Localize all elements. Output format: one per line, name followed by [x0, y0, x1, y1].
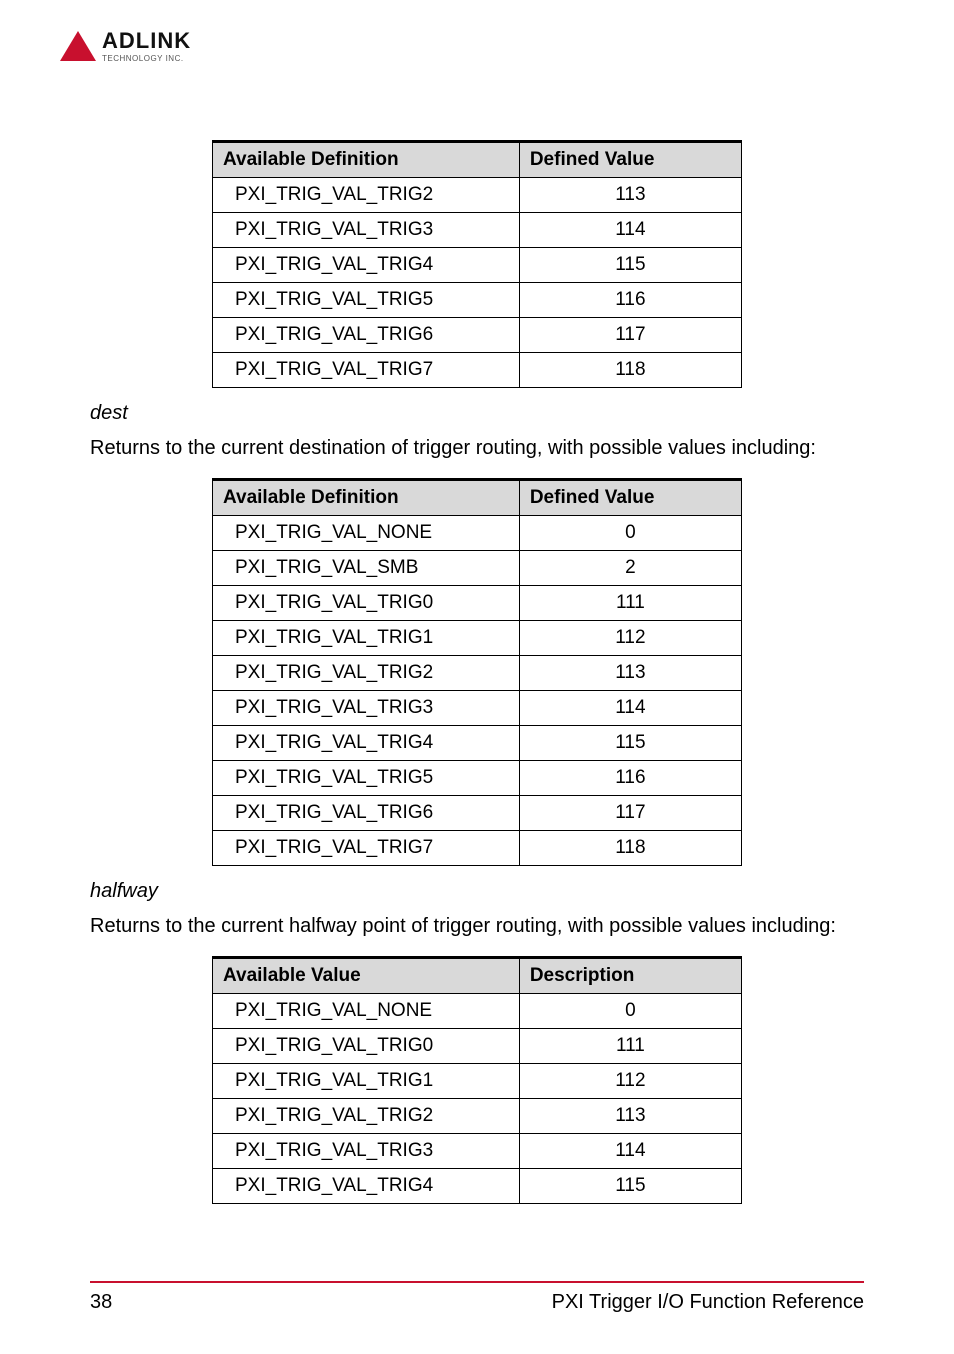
table3-r4-c2: 114: [519, 1134, 741, 1169]
table2-r9-c1: PXI_TRIG_VAL_TRIG7: [213, 831, 520, 866]
logo-triangle-icon: [60, 31, 96, 61]
table2-r3-c1: PXI_TRIG_VAL_TRIG1: [213, 621, 520, 656]
table2-r4-c2: 113: [519, 656, 741, 691]
table2-r8-c1: PXI_TRIG_VAL_TRIG6: [213, 796, 520, 831]
table3-r3-c2: 113: [519, 1099, 741, 1134]
footer-divider: [90, 1281, 864, 1283]
table3-r0-c2: 0: [519, 994, 741, 1029]
para-halfway: Returns to the current halfway point of …: [90, 913, 864, 940]
table-row: PXI_TRIG_VAL_TRIG2113: [213, 1099, 742, 1134]
table2-r6-c1: PXI_TRIG_VAL_TRIG4: [213, 726, 520, 761]
table1-r2-c2: 115: [519, 248, 741, 283]
table-row: PXI_TRIG_VAL_TRIG2113: [213, 178, 742, 213]
heading-dest: dest: [90, 402, 864, 425]
table-row: PXI_TRIG_VAL_SMB2: [213, 551, 742, 586]
table-row: PXI_TRIG_VAL_TRIG3114: [213, 691, 742, 726]
table2-r7-c2: 116: [519, 761, 741, 796]
table-trig-values-3: Available Value Description PXI_TRIG_VAL…: [212, 956, 742, 1204]
table2-r0-c2: 0: [519, 516, 741, 551]
table1-r3-c1: PXI_TRIG_VAL_TRIG5: [213, 283, 520, 318]
table3-header-c2: Description: [519, 958, 741, 994]
table-row: PXI_TRIG_VAL_TRIG3114: [213, 213, 742, 248]
page-footer: 38 PXI Trigger I/O Function Reference: [90, 1281, 864, 1314]
table3-r1-c2: 111: [519, 1029, 741, 1064]
table1-r1-c2: 114: [519, 213, 741, 248]
table3-header-c1: Available Value: [213, 958, 520, 994]
page-number: 38: [90, 1291, 112, 1314]
table2-r9-c2: 118: [519, 831, 741, 866]
table2-r8-c2: 117: [519, 796, 741, 831]
table1-r5-c1: PXI_TRIG_VAL_TRIG7: [213, 353, 520, 388]
table2-r1-c1: PXI_TRIG_VAL_SMB: [213, 551, 520, 586]
logo-text-main: ADLINK: [102, 28, 191, 54]
table-row: PXI_TRIG_VAL_TRIG5116: [213, 283, 742, 318]
table3-r0-c1: PXI_TRIG_VAL_NONE: [213, 994, 520, 1029]
table-row: PXI_TRIG_VAL_TRIG0111: [213, 1029, 742, 1064]
table-row: PXI_TRIG_VAL_TRIG5116: [213, 761, 742, 796]
table3-r5-c2: 115: [519, 1169, 741, 1204]
table-row: PXI_TRIG_VAL_NONE0: [213, 516, 742, 551]
table1-r4-c1: PXI_TRIG_VAL_TRIG6: [213, 318, 520, 353]
table2-header-c2: Defined Value: [519, 480, 741, 516]
table2-r6-c2: 115: [519, 726, 741, 761]
table-row: PXI_TRIG_VAL_TRIG4115: [213, 1169, 742, 1204]
table2-r1-c2: 2: [519, 551, 741, 586]
table1-header-c2: Defined Value: [519, 142, 741, 178]
table3-r1-c1: PXI_TRIG_VAL_TRIG0: [213, 1029, 520, 1064]
table1-r3-c2: 116: [519, 283, 741, 318]
heading-halfway: halfway: [90, 880, 864, 903]
table-trig-values-2: Available Definition Defined Value PXI_T…: [212, 478, 742, 866]
table2-r4-c1: PXI_TRIG_VAL_TRIG2: [213, 656, 520, 691]
table2-r7-c1: PXI_TRIG_VAL_TRIG5: [213, 761, 520, 796]
table3-r3-c1: PXI_TRIG_VAL_TRIG2: [213, 1099, 520, 1134]
table-row: PXI_TRIG_VAL_TRIG7118: [213, 353, 742, 388]
table1-r1-c1: PXI_TRIG_VAL_TRIG3: [213, 213, 520, 248]
table-row: PXI_TRIG_VAL_NONE0: [213, 994, 742, 1029]
table1-r4-c2: 117: [519, 318, 741, 353]
table1-r0-c1: PXI_TRIG_VAL_TRIG2: [213, 178, 520, 213]
table-row: PXI_TRIG_VAL_TRIG4115: [213, 726, 742, 761]
table2-header-c1: Available Definition: [213, 480, 520, 516]
table2-r2-c1: PXI_TRIG_VAL_TRIG0: [213, 586, 520, 621]
table1-r0-c2: 113: [519, 178, 741, 213]
logo: ADLINK TECHNOLOGY INC.: [60, 28, 191, 63]
footer-title: PXI Trigger I/O Function Reference: [552, 1291, 864, 1314]
table-row: PXI_TRIG_VAL_TRIG6117: [213, 796, 742, 831]
table3-r2-c1: PXI_TRIG_VAL_TRIG1: [213, 1064, 520, 1099]
table-row: PXI_TRIG_VAL_TRIG2113: [213, 656, 742, 691]
table3-r2-c2: 112: [519, 1064, 741, 1099]
table2-r5-c2: 114: [519, 691, 741, 726]
table2-r0-c1: PXI_TRIG_VAL_NONE: [213, 516, 520, 551]
table1-r5-c2: 118: [519, 353, 741, 388]
table2-r5-c1: PXI_TRIG_VAL_TRIG3: [213, 691, 520, 726]
table2-r2-c2: 111: [519, 586, 741, 621]
table-row: PXI_TRIG_VAL_TRIG4115: [213, 248, 742, 283]
table-row: PXI_TRIG_VAL_TRIG0111: [213, 586, 742, 621]
table1-r2-c1: PXI_TRIG_VAL_TRIG4: [213, 248, 520, 283]
table2-r3-c2: 112: [519, 621, 741, 656]
table1-header-c1: Available Definition: [213, 142, 520, 178]
table-row: PXI_TRIG_VAL_TRIG7118: [213, 831, 742, 866]
table3-r5-c1: PXI_TRIG_VAL_TRIG4: [213, 1169, 520, 1204]
table-row: PXI_TRIG_VAL_TRIG3114: [213, 1134, 742, 1169]
para-dest: Returns to the current destination of tr…: [90, 435, 864, 462]
table-row: PXI_TRIG_VAL_TRIG1112: [213, 1064, 742, 1099]
table-trig-values-1: Available Definition Defined Value PXI_T…: [212, 140, 742, 388]
logo-text-sub: TECHNOLOGY INC.: [102, 54, 191, 63]
table3-r4-c1: PXI_TRIG_VAL_TRIG3: [213, 1134, 520, 1169]
table-row: PXI_TRIG_VAL_TRIG1112: [213, 621, 742, 656]
table-row: PXI_TRIG_VAL_TRIG6117: [213, 318, 742, 353]
